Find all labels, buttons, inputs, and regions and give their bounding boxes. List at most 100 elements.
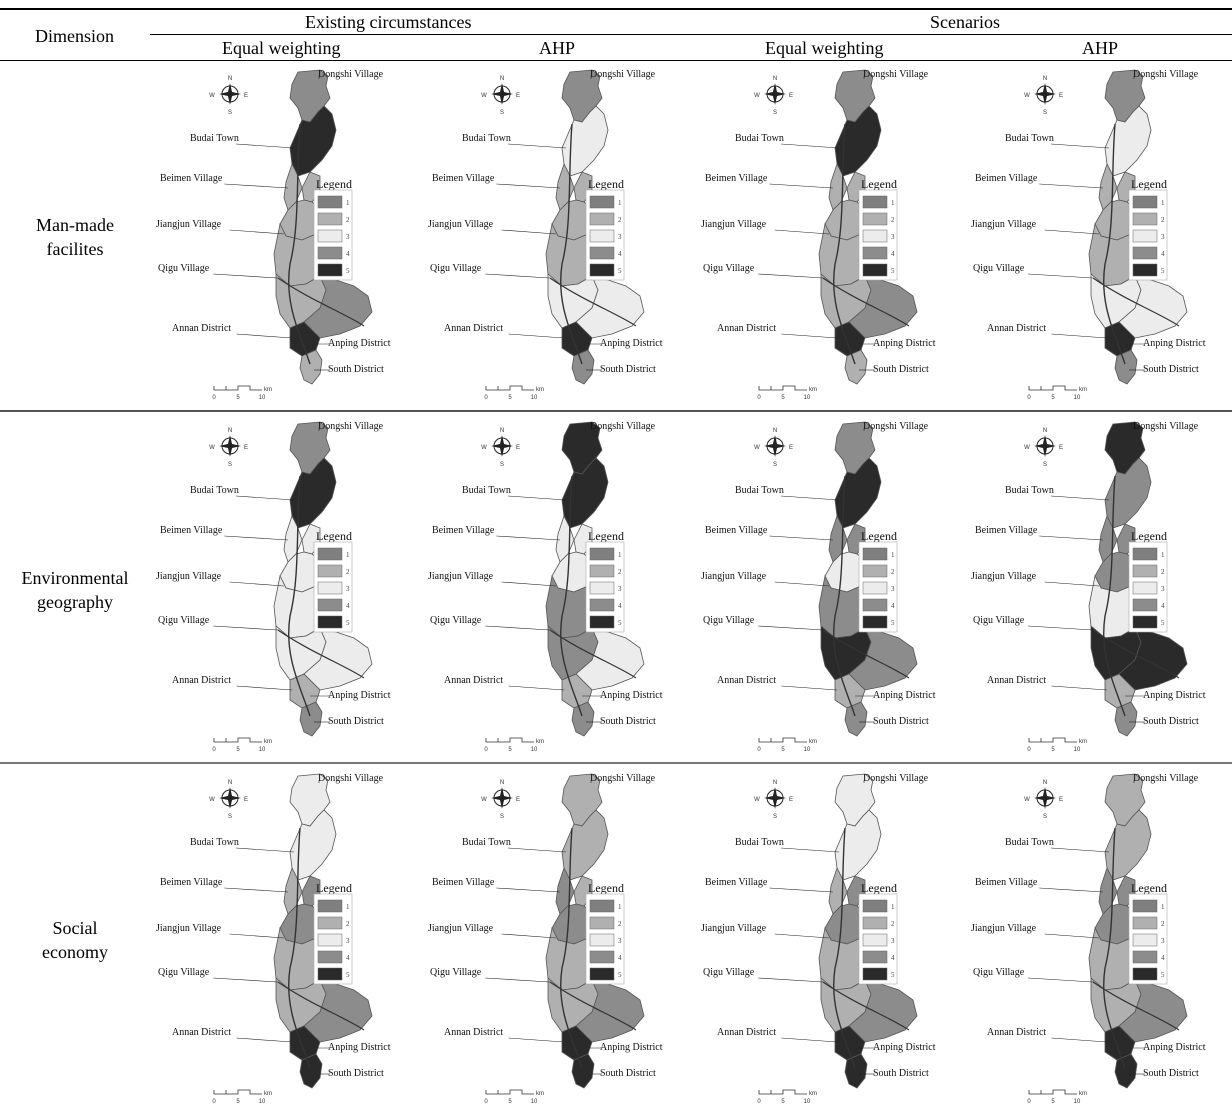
place-label: Beimen Village [160,173,223,184]
legend-class-label: 4 [1161,954,1165,962]
legend-class-label: 2 [1161,920,1165,928]
legend-title: Legend [1131,881,1167,895]
compass-icon: N S E W [481,76,520,116]
scale-bar: km 0 5 10 [757,385,817,401]
legend-class-label: 3 [346,233,350,241]
compass-letter: S [773,462,777,468]
place-label: Qigu Village [703,967,755,978]
compass-letter: N [1043,76,1047,82]
legend-class-label: 1 [891,903,895,911]
leader-line [229,933,285,939]
compass-letter: W [209,445,215,451]
legend-swatch [317,564,343,578]
group-header-existing: Existing circumstances [305,12,472,32]
scale-tick-label: 0 [212,747,216,753]
compass-letter: W [481,445,487,451]
leader-line [780,495,840,501]
legend-class-label: 5 [891,971,895,979]
scale-bar: km 0 5 10 [212,737,272,753]
legend-swatch [862,564,888,578]
scale-unit: km [1079,387,1087,393]
scale-tick-label: 10 [1074,395,1081,401]
legend-swatch [317,615,343,629]
legend-swatch [1132,263,1158,277]
compass-letter: S [1043,110,1047,116]
scale-tick-label: 0 [757,747,761,753]
leader-line [496,535,561,541]
leader-line [235,143,295,149]
legend-swatch [1132,615,1158,629]
leader-line [224,887,289,893]
legend-swatch [317,598,343,612]
row-divider-2 [0,762,1232,764]
header-rule [0,60,1232,61]
leader-line [485,625,551,631]
place-label: Qigu Village [703,615,755,626]
compass-letter: E [516,93,520,99]
place-label: Jiangjun Village [971,219,1037,230]
place-label: Anping District [1143,690,1206,701]
legend-class-label: 1 [346,903,350,911]
leader-line [781,1037,838,1043]
leader-line [1044,933,1100,939]
scale-tick-label: 5 [236,747,240,753]
map-region-budai [561,105,609,177]
legend-swatch [589,916,615,930]
legend-class-label: 3 [891,937,895,945]
place-label: Budai Town [190,133,239,144]
highway-line [833,123,856,365]
leader-line [236,333,293,339]
dimension-man-made: Man-made facilites [0,213,150,261]
map-legend: Legend 1 2 3 4 5 [858,881,898,985]
map-region-south [571,349,595,385]
compass-icon: N S E W [1024,780,1063,820]
place-label: Budai Town [1005,837,1054,848]
road-line [277,277,365,327]
legend-swatch [317,212,343,226]
legend-class-label: 3 [891,585,895,593]
map-region-south [1114,1053,1138,1089]
place-label: Anping District [600,690,663,701]
place-label: Qigu Village [973,263,1025,274]
compass-letter: N [773,780,777,786]
place-label: Dongshi Village [863,69,929,80]
legend-swatch [862,581,888,595]
compass-letter: S [500,462,504,468]
place-label: South District [1143,716,1199,727]
leader-line [1051,685,1108,691]
scale-tick-label: 10 [259,1099,266,1105]
legend-title: Legend [588,529,624,543]
legend-swatch [1132,246,1158,260]
map-svg: Dongshi Village Budai Town Beimen Village J… [701,773,936,1105]
road-line [549,629,637,679]
place-label: South District [328,364,384,375]
place-label: South District [873,1068,929,1079]
place-label: South District [1143,1068,1199,1079]
place-label: Dongshi Village [863,773,929,784]
map-legend: Legend 1 2 3 4 5 [858,177,898,281]
legend-swatch [589,263,615,277]
legend-swatch [1132,598,1158,612]
legend-class-label: 4 [891,954,895,962]
legend-class-label: 4 [618,250,622,258]
highway-line [560,827,583,1069]
legend-class-label: 1 [618,551,622,559]
legend-class-label: 1 [346,199,350,207]
legend-class-label: 4 [891,250,895,258]
legend-swatch [1132,212,1158,226]
place-label: Beimen Village [705,877,768,888]
place-label: Annan District [444,323,503,334]
place-label: Qigu Village [973,615,1025,626]
place-label: South District [600,716,656,727]
map-panel: Dongshi Village Budai Town Beimen Village J… [695,768,967,1112]
leader-line [780,847,840,853]
compass-letter: W [1024,93,1030,99]
legend-title: Legend [861,881,897,895]
map-svg: Dongshi Village Budai Town Beimen Village J… [971,773,1206,1105]
compass-icon: N S E W [1024,428,1063,468]
legend-title: Legend [1131,177,1167,191]
leader-line [769,887,834,893]
place-label: Beimen Village [975,173,1038,184]
road-line [1092,981,1180,1031]
legend-class-label: 1 [346,551,350,559]
